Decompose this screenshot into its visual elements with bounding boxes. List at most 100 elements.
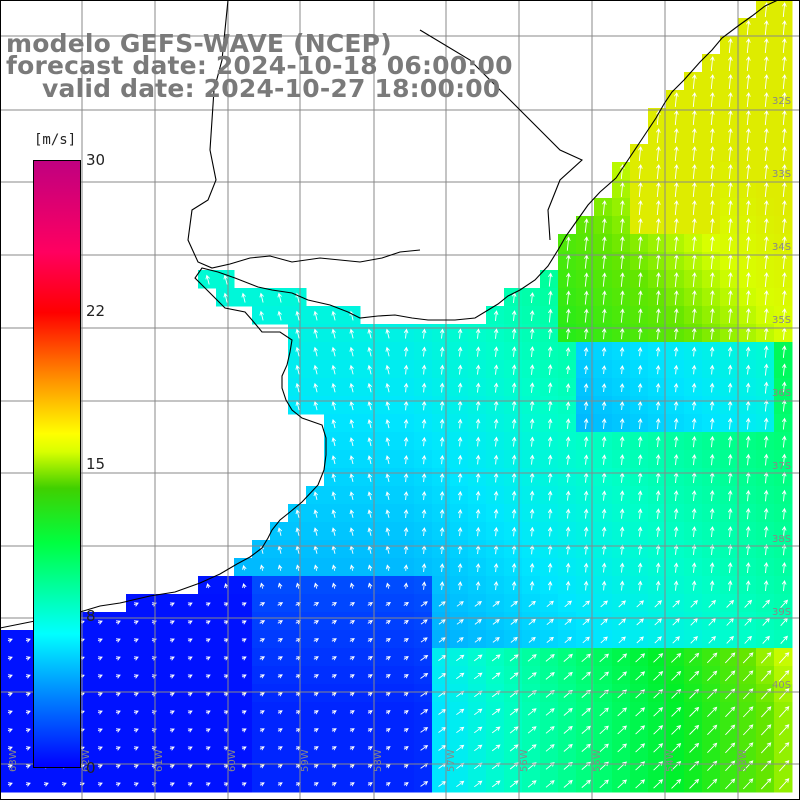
wind-cell	[198, 270, 217, 289]
wind-cell	[558, 432, 577, 451]
wind-cell	[360, 540, 379, 559]
wind-arrow	[509, 708, 519, 716]
wind-arrow	[689, 652, 700, 663]
wind-cell	[540, 612, 559, 631]
wind-arrow	[493, 364, 499, 375]
wind-cell	[630, 396, 649, 415]
wind-arrow	[547, 508, 553, 519]
wind-arrow	[763, 507, 769, 520]
wind-arrow	[782, 146, 787, 162]
longitude-label: 60W	[227, 749, 238, 772]
wind-cell	[450, 360, 469, 379]
wind-arrow	[690, 636, 698, 644]
wind-cell	[684, 702, 703, 721]
wind-arrow	[313, 728, 319, 733]
wind-arrow	[277, 710, 283, 715]
wind-arrow	[115, 764, 121, 769]
wind-cell	[324, 486, 343, 505]
wind-cell	[396, 324, 415, 343]
wind-arrow	[619, 418, 625, 430]
wind-cell	[630, 378, 649, 397]
wind-cell	[450, 558, 469, 577]
wind-arrow	[583, 383, 589, 392]
wind-cell	[288, 504, 307, 523]
coastline-path	[0, 0, 779, 629]
wind-cell	[342, 306, 361, 325]
wind-arrow	[636, 636, 644, 644]
wind-arrow	[385, 746, 391, 751]
wind-arrow	[439, 400, 445, 411]
wind-cell	[468, 432, 487, 451]
wind-arrow	[511, 364, 517, 375]
wind-cell	[558, 270, 577, 289]
wind-cell	[738, 648, 757, 667]
wind-cell	[612, 486, 631, 505]
wind-cell	[468, 774, 487, 793]
wind-cell	[540, 324, 559, 343]
wind-cell	[756, 720, 775, 739]
wind-cell	[738, 72, 757, 91]
wind-arrow	[547, 562, 553, 573]
wind-cell	[468, 504, 487, 523]
wind-arrow	[115, 656, 121, 661]
wind-cell	[450, 576, 469, 595]
wind-cell	[630, 360, 649, 379]
wind-arrow	[692, 308, 697, 323]
wind-cell	[612, 378, 631, 397]
wind-arrow	[349, 437, 355, 447]
wind-cell	[702, 126, 721, 145]
wind-arrow	[493, 346, 499, 357]
wind-cell	[666, 774, 685, 793]
wind-arrow	[97, 656, 103, 661]
wind-arrow	[349, 382, 355, 393]
wind-arrow	[349, 782, 355, 787]
wind-cell	[432, 504, 451, 523]
wind-arrow	[727, 507, 733, 520]
wind-arrow	[655, 400, 661, 411]
wind-cell	[702, 90, 721, 109]
wind-arrow	[563, 743, 573, 752]
wind-arrow	[637, 418, 643, 430]
wind-cell	[522, 666, 541, 685]
wind-cell	[450, 594, 469, 613]
wind-cell	[576, 522, 595, 541]
wind-cell	[756, 630, 775, 649]
wind-arrow	[637, 364, 643, 375]
wind-cell	[432, 594, 451, 613]
wind-cell	[738, 756, 757, 775]
wind-arrow	[493, 472, 499, 483]
wind-cell	[738, 270, 757, 289]
wind-cell	[540, 756, 559, 775]
wind-arrow	[782, 128, 787, 144]
wind-arrow	[493, 526, 499, 537]
wind-cell	[756, 342, 775, 361]
wind-cell	[738, 684, 757, 703]
wind-cell	[720, 288, 739, 307]
wind-cell	[720, 342, 739, 361]
wind-arrow	[782, 110, 787, 126]
wind-cell	[468, 378, 487, 397]
wind-arrow	[259, 746, 265, 751]
wind-arrow	[457, 418, 463, 429]
wind-arrow	[385, 692, 391, 697]
wind-arrow	[782, 164, 787, 180]
wind-arrow	[746, 74, 751, 90]
wind-arrow	[277, 292, 282, 303]
wind-arrow	[637, 544, 643, 555]
wind-cell	[450, 324, 469, 343]
wind-cell	[396, 432, 415, 451]
wind-cell	[306, 360, 325, 379]
wind-arrow	[385, 656, 391, 661]
wind-cell	[504, 522, 523, 541]
wind-cell	[540, 540, 559, 559]
wind-cell	[666, 468, 685, 487]
wind-cell	[432, 342, 451, 361]
wind-cell	[684, 468, 703, 487]
wind-cell	[774, 414, 793, 433]
wind-arrow	[674, 200, 679, 216]
wind-arrow	[277, 692, 283, 697]
wind-cell	[504, 558, 523, 577]
wind-arrow	[760, 670, 772, 682]
wind-cell	[468, 720, 487, 739]
wind-arrow	[782, 92, 787, 108]
